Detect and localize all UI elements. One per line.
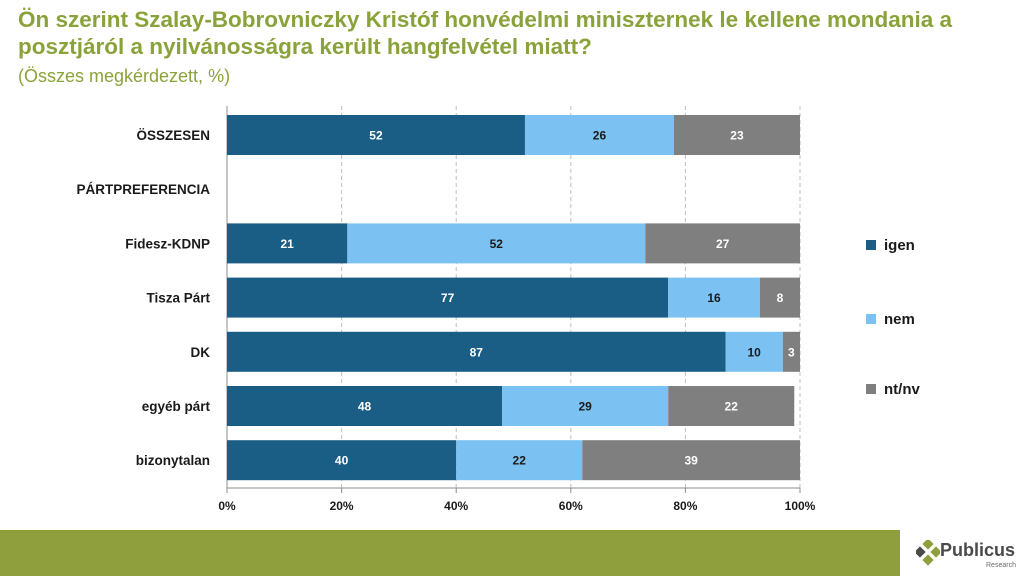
- bar-segment-ntnv: [673, 115, 800, 155]
- bar-segment-nem: [725, 331, 783, 372]
- stacked-bar-chart: 0% 20% 40% 60% 80% 100% ÖSSZESEN 52 26 23 PÁRTPREF…: [76, 106, 920, 513]
- x-tick-label: 40%: [444, 499, 468, 513]
- data-label: 3: [788, 345, 795, 359]
- data-label: 48: [358, 400, 372, 414]
- publicus-logo: Publicus Research: [912, 534, 1024, 574]
- legend-swatch-nem: [866, 314, 876, 324]
- legend-swatch-ntnv: [866, 384, 876, 394]
- category-label: egyéb párt: [142, 399, 211, 414]
- data-label: 8: [777, 291, 784, 305]
- data-label: 52: [369, 129, 383, 143]
- data-label: 27: [716, 237, 730, 251]
- x-tick-label: 0%: [218, 499, 236, 513]
- legend-label: igen: [884, 237, 915, 254]
- data-label: 22: [513, 454, 527, 468]
- bar-segment-igen: [227, 115, 525, 155]
- data-label: 52: [490, 237, 504, 251]
- bar-segment-igen: [227, 223, 348, 264]
- bar-segment-nem: [668, 277, 760, 318]
- footer-bar: [0, 530, 900, 576]
- legend-swatch-igen: [866, 240, 876, 250]
- bar-segment-igen: [227, 386, 503, 426]
- data-label: 22: [725, 400, 739, 414]
- legend-label: nem: [884, 311, 915, 328]
- bar-segment-nem: [456, 440, 583, 481]
- data-label: 23: [730, 129, 744, 143]
- bar-segment-ntnv: [759, 277, 800, 318]
- bar-segment-ntnv: [582, 440, 800, 481]
- category-label: Fidesz-KDNP: [125, 236, 210, 251]
- data-label: 77: [441, 291, 455, 305]
- legend-label: nt/nv: [884, 381, 920, 398]
- logo-mark-icon: [916, 540, 940, 566]
- chart-subtitle: (Összes megkérdezett, %): [18, 66, 231, 86]
- data-label: 39: [684, 454, 698, 468]
- bar-segment-ntnv: [645, 223, 800, 264]
- bar-segment-nem: [502, 386, 669, 426]
- bar-segment-igen: [227, 277, 669, 318]
- bar-segment-igen: [227, 331, 726, 372]
- bar-segment-igen: [227, 440, 457, 481]
- logo-name: Publicus: [940, 540, 1016, 560]
- bar-segment-ntnv: [668, 386, 795, 426]
- x-tick-label: 80%: [673, 499, 697, 513]
- bar-segment-nem: [524, 115, 674, 155]
- category-label: bizonytalan: [136, 453, 210, 468]
- data-label: 26: [593, 129, 607, 143]
- data-label: 29: [578, 400, 592, 414]
- bar-segment-nem: [347, 223, 646, 264]
- category-label: Tisza Párt: [146, 291, 210, 306]
- category-label: PÁRTPREFERENCIA: [76, 182, 210, 197]
- data-label: 10: [747, 345, 761, 359]
- data-label: 16: [707, 291, 721, 305]
- data-label: 87: [470, 345, 484, 359]
- data-label: 21: [280, 237, 294, 251]
- x-tick-label: 100%: [785, 499, 816, 513]
- bar-segment-ntnv: [782, 331, 800, 372]
- category-label: ÖSSZESEN: [136, 128, 210, 143]
- x-tick-label: 60%: [559, 499, 583, 513]
- chart-title: Ön szerint Szalay-Bobrovniczky Kristóf h…: [18, 7, 953, 59]
- category-label: DK: [191, 345, 211, 360]
- logo-subtitle: Research: [986, 562, 1016, 569]
- data-label: 40: [335, 454, 349, 468]
- x-tick-label: 20%: [330, 499, 354, 513]
